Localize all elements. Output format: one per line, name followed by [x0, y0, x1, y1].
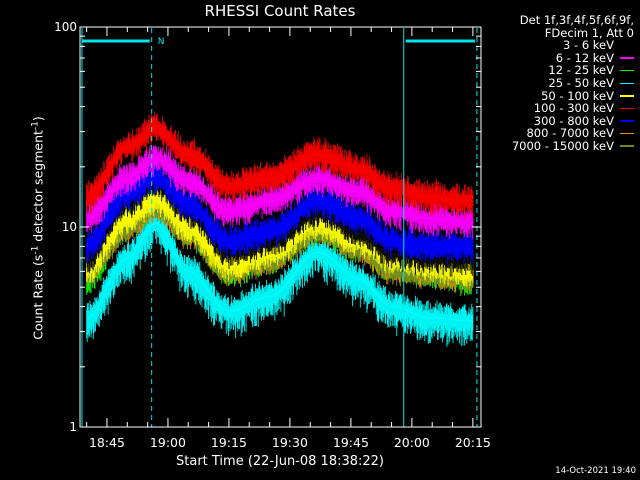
legend-swatch — [620, 107, 634, 110]
legend-entry: 50 - 100 keV — [512, 88, 634, 103]
series-25to50keV-group — [86, 207, 474, 347]
n-marker: N — [158, 37, 165, 47]
series-line — [86, 175, 473, 247]
legend-entry-label: 7000 - 15000 keV — [511, 138, 614, 153]
legend-entry: 6 - 12 keV — [512, 52, 634, 65]
legend-entry-label: 800 - 7000 keV — [526, 126, 614, 141]
legend-entry: 25 - 50 keV — [512, 77, 634, 90]
series-line — [86, 128, 473, 202]
legend-header-line-2: FDecim 1, Att 0 — [544, 25, 634, 40]
legend-swatch — [620, 145, 634, 147]
legend: Det 1f,3f,4f,5f,6f,9f, FDecim 1, Att 0 3… — [512, 14, 634, 153]
legend-entry-label: 3 - 6 keV — [563, 38, 614, 53]
legend-swatch — [620, 57, 634, 59]
series-100to300keV-group — [86, 111, 474, 219]
legend-entry-label: 12 - 25 keV — [548, 63, 614, 78]
legend-entry-label: 50 - 100 keV — [541, 88, 614, 103]
x-tick-label: 19:15 — [211, 435, 247, 450]
legend-entry-label: 6 - 12 keV — [555, 50, 614, 65]
x-axis-label: Start Time (22-Jun-08 18:38:22) — [176, 454, 384, 469]
y-tick-label: 10 — [62, 220, 77, 234]
legend-header-line-1: Det 1f,3f,4f,5f,6f,9f, — [519, 13, 634, 27]
legend-swatch — [620, 44, 634, 47]
legend-swatch — [620, 82, 634, 85]
x-tick-label: 20:15 — [455, 435, 491, 450]
chart-title: RHESSI Count Rates — [204, 2, 356, 20]
y-tick-label: 100 — [54, 20, 77, 34]
x-tick-label: 18:45 — [89, 435, 125, 450]
legend-swatch — [620, 95, 634, 97]
legend-entry: 800 - 7000 keV — [512, 127, 634, 140]
legend-swatch — [620, 120, 634, 122]
x-tick-label: 19:30 — [272, 435, 308, 450]
legend-swatch — [620, 69, 634, 72]
series-6to12keV-group — [86, 145, 474, 240]
legend-entry-label: 100 - 300 keV — [533, 101, 614, 116]
legend-entry-label: 300 - 800 keV — [533, 113, 614, 128]
series-line — [86, 157, 473, 224]
y-axis-label: Count Rate (s-1 detector segment-1) — [30, 116, 46, 340]
legend-entry: 100 - 300 keV — [512, 102, 634, 115]
series-300to800keV-group — [86, 159, 474, 265]
legend-entry: 7000 - 15000 keV — [512, 140, 634, 153]
series-line — [86, 222, 473, 322]
series-noise — [86, 111, 474, 219]
legend-entry: 3 - 6 keV — [512, 39, 634, 52]
x-tick-label: 19:45 — [333, 435, 369, 450]
legend-entry: 300 - 800 keV — [512, 115, 634, 128]
legend-entry-label: 25 - 50 keV — [548, 75, 614, 90]
footer-timestamp: 14-Oct-2021 19:40 — [555, 466, 636, 476]
x-tick-label: 19:00 — [150, 435, 186, 450]
legend-swatch — [620, 132, 634, 135]
y-tick-label: 1 — [69, 420, 77, 434]
legend-entry: 12 - 25 keV — [512, 64, 634, 77]
x-tick-label: 20:00 — [394, 435, 430, 450]
